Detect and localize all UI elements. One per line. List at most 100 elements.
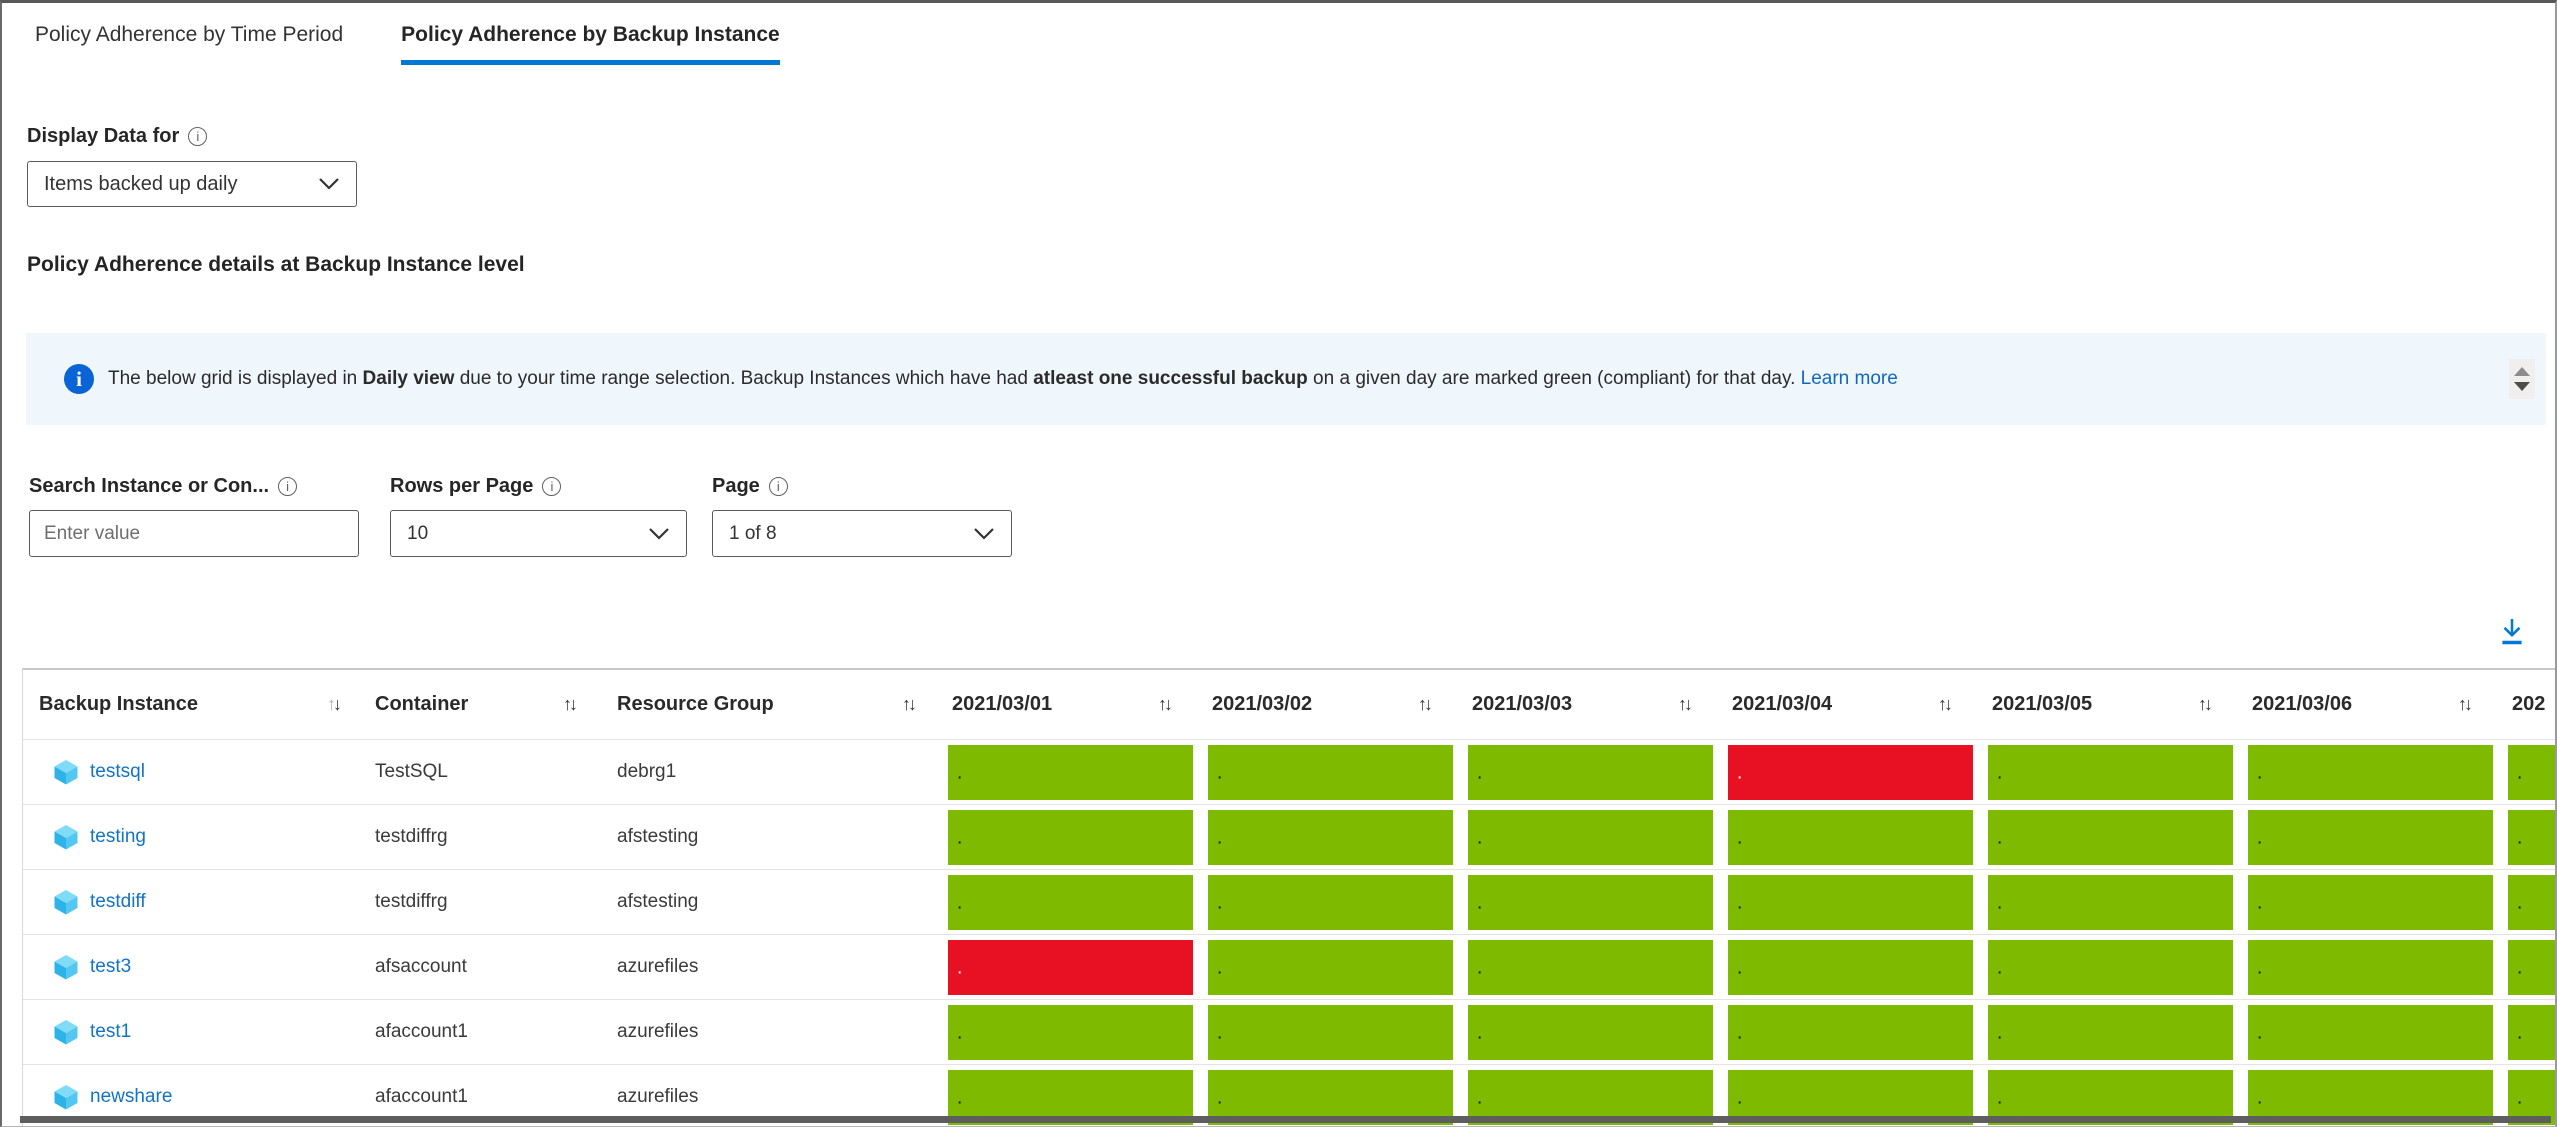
column-header-2021-03-01[interactable]: 2021/03/01 ↑↓ <box>948 693 1208 716</box>
cell-marker: . <box>2517 1087 2523 1109</box>
column-header-2021-03-05[interactable]: 2021/03/05 ↑↓ <box>1988 693 2248 716</box>
compliant-cell: . <box>1208 744 1453 800</box>
status-cell-2021-03-04: . <box>1728 935 1988 1000</box>
compliant-cell: . <box>948 809 1193 865</box>
column-header-backup-instance[interactable]: Backup Instance ↑↓ <box>23 693 365 716</box>
cell-marker: . <box>957 827 963 849</box>
resource-group-cell: afstesting <box>617 826 699 847</box>
cell-marker: . <box>1737 892 1743 914</box>
download-button[interactable] <box>2492 611 2532 651</box>
status-cell-2021-03-02: . <box>1208 870 1468 935</box>
status-cell-2021-03-03: . <box>1468 1000 1728 1065</box>
status-cell-2021-03-01: . <box>948 870 1208 935</box>
column-header-202[interactable]: 202 <box>2508 693 2555 716</box>
status-cell-2021-03-05: . <box>1988 870 2248 935</box>
status-cell-2021-03-05: . <box>1988 805 2248 870</box>
cell-marker: . <box>1997 1022 2003 1044</box>
resource-group-cell: azurefiles <box>617 1086 699 1107</box>
column-header-label: 2021/03/05 <box>1992 693 2093 715</box>
search-label: Search Instance or Con... i <box>29 475 298 498</box>
compliant-cell: . <box>1468 874 1713 930</box>
cell-marker: . <box>2257 827 2263 849</box>
compliant-cell: . <box>2508 874 2555 930</box>
info-icon[interactable]: i <box>188 127 208 146</box>
backup-instance-link[interactable]: testing <box>90 826 146 847</box>
backup-instance-link[interactable]: test3 <box>90 956 132 977</box>
scroll-down-icon[interactable] <box>2514 382 2530 391</box>
column-header-label: 2021/03/01 <box>952 693 1053 715</box>
adherence-grid: Backup Instance ↑↓ Container ↑↓ Resource Gro… <box>22 668 2555 1126</box>
page-dropdown[interactable]: 1 of 8 <box>712 510 1012 557</box>
backup-instance-cube-icon <box>54 955 78 980</box>
horizontal-scrollbar <box>20 1116 2551 1123</box>
status-cell-2021-03-04: . <box>1728 740 1988 805</box>
status-cell-202: . <box>2508 870 2555 935</box>
cell-marker: . <box>957 892 963 914</box>
resource-group-cell: azurefiles <box>617 1021 699 1042</box>
compliant-cell: . <box>1468 809 1713 865</box>
banner-text-segment: on a given day are marked green (complia… <box>1307 367 1801 389</box>
compliant-cell: . <box>1728 1004 1973 1060</box>
column-header-2021-03-04[interactable]: 2021/03/04 ↑↓ <box>1728 693 1988 716</box>
status-cell-2021-03-01: . <box>948 1000 1208 1065</box>
info-icon[interactable]: i <box>768 477 788 496</box>
status-cell-2021-03-06: . <box>2248 1000 2508 1065</box>
non-compliant-cell: . <box>948 939 1193 995</box>
compliant-cell: . <box>2248 1004 2493 1060</box>
backup-instance-link[interactable]: testdiff <box>90 891 146 912</box>
backup-instance-link[interactable]: test1 <box>90 1021 132 1042</box>
compliant-cell: . <box>1988 939 2233 995</box>
status-cell-2021-03-04: . <box>1728 1000 1988 1065</box>
backup-instance-cell: testdiff <box>23 889 365 915</box>
status-cell-2021-03-05: . <box>1988 740 2248 805</box>
compliant-cell: . <box>1468 1069 1713 1125</box>
cell-marker: . <box>2517 892 2523 914</box>
table-row-testdiff: testdiff testdiffrg afstesting....... <box>23 869 2555 935</box>
search-input[interactable] <box>29 510 359 557</box>
compliant-cell: . <box>1728 809 1973 865</box>
cell-marker: . <box>1997 827 2003 849</box>
cell-marker: . <box>1217 957 1223 979</box>
column-header-2021-03-02[interactable]: 2021/03/02 ↑↓ <box>1208 693 1468 716</box>
backup-instance-link[interactable]: testsql <box>90 761 145 782</box>
column-header-label: 2021/03/03 <box>1472 693 1573 715</box>
status-cell-2021-03-06: . <box>2248 805 2508 870</box>
tab-policy-adherence-by-backup-instance[interactable]: Policy Adherence by Backup Instance <box>401 23 780 65</box>
status-cell-202: . <box>2508 1000 2555 1065</box>
rows-per-page-dropdown[interactable]: 10 <box>390 510 687 557</box>
resource-group-cell: afstesting <box>617 891 699 912</box>
cell-marker: . <box>1477 892 1483 914</box>
column-header-2021-03-03[interactable]: 2021/03/03 ↑↓ <box>1468 693 1728 716</box>
compliant-cell: . <box>1988 809 2233 865</box>
status-cell-2021-03-02: . <box>1208 805 1468 870</box>
table-row-test1: test1 afaccount1 azurefiles....... <box>23 999 2555 1065</box>
horizontal-scrollbar-thumb[interactable] <box>20 1116 2551 1123</box>
cell-marker: . <box>2517 762 2523 784</box>
column-header-container[interactable]: Container ↑↓ <box>365 693 605 716</box>
info-icon[interactable]: i <box>278 477 298 496</box>
backup-instance-cube-icon <box>54 890 78 915</box>
info-icon[interactable]: i <box>542 477 562 496</box>
scroll-up-icon[interactable] <box>2514 367 2530 376</box>
backup-instance-link[interactable]: newshare <box>90 1086 173 1107</box>
column-header-label: 202 <box>2512 693 2546 715</box>
table-row-test3: test3 afsaccount azurefiles....... <box>23 934 2555 1000</box>
cell-marker: . <box>2257 957 2263 979</box>
status-cell-2021-03-03: . <box>1468 740 1728 805</box>
display-data-dropdown[interactable]: Items backed up daily <box>27 161 357 207</box>
column-header-resource-group[interactable]: Resource Group ↑↓ <box>605 693 948 716</box>
container-cell: TestSQL <box>375 761 448 782</box>
compliant-cell: . <box>2248 744 2493 800</box>
container-cell: testdiffrg <box>375 826 448 847</box>
table-header-row: Backup Instance ↑↓ Container ↑↓ Resource Gro… <box>23 670 2555 739</box>
status-cell-2021-03-05: . <box>1988 935 2248 1000</box>
compliant-cell: . <box>1208 1004 1453 1060</box>
tab-policy-adherence-by-time-period[interactable]: Policy Adherence by Time Period <box>35 23 344 46</box>
table-body: testsql TestSQL debrg1....... testing testdi… <box>23 739 2555 1126</box>
compliant-cell: . <box>2248 809 2493 865</box>
learn-more-link[interactable]: Learn more <box>1800 367 1898 389</box>
column-header-2021-03-06[interactable]: 2021/03/06 ↑↓ <box>2248 693 2508 716</box>
display-data-value: Items backed up daily <box>44 172 238 195</box>
cell-marker: . <box>2517 1022 2523 1044</box>
cell-marker: . <box>1217 892 1223 914</box>
